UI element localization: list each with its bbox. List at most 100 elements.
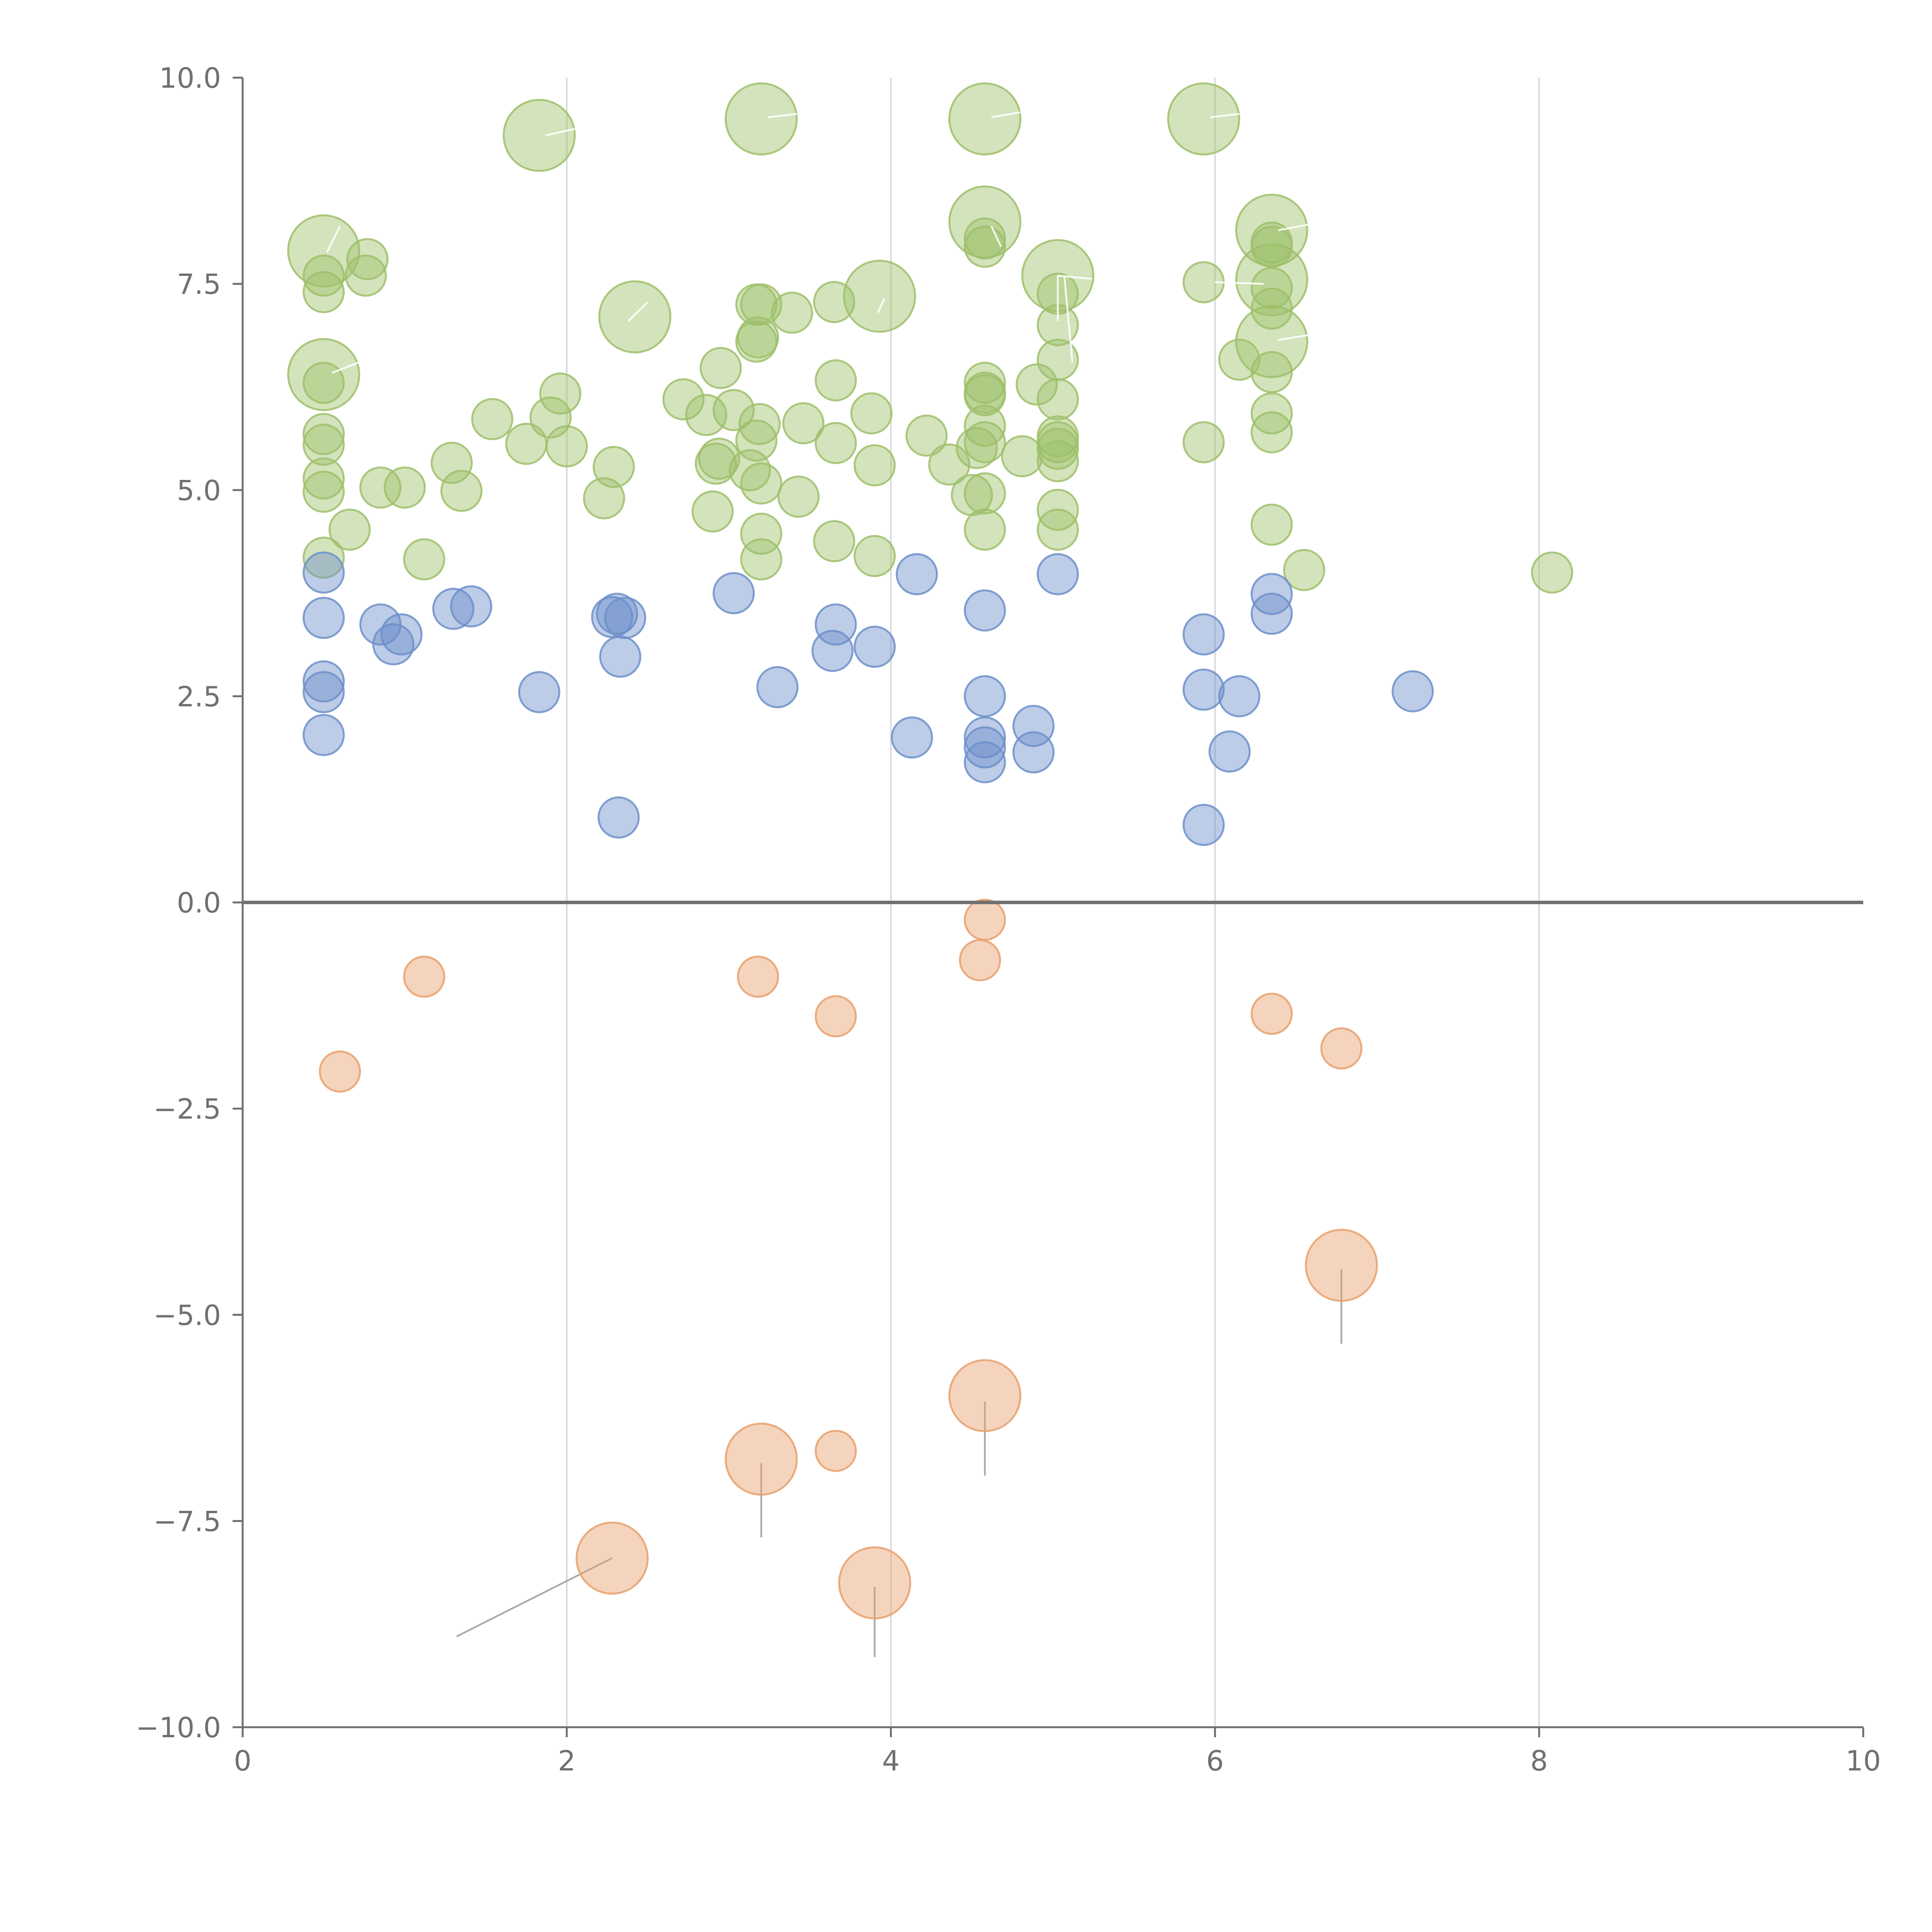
green-bubble-point[interactable] [471, 398, 514, 440]
green-bubble-point[interactable] [1037, 440, 1079, 483]
green-bubble-point[interactable] [430, 442, 473, 484]
blue-bubble-point[interactable] [964, 741, 1006, 784]
blue-bubble-point[interactable] [1182, 613, 1225, 656]
blue-bubble-point[interactable] [303, 551, 345, 594]
orange-bubble-point[interactable] [838, 1546, 912, 1619]
green-bubble-point[interactable] [1250, 221, 1293, 264]
green-bubble-point[interactable] [303, 423, 345, 466]
green-bubble-point[interactable] [854, 535, 896, 577]
green-bubble-point[interactable] [740, 538, 782, 581]
green-bubble-point[interactable] [303, 413, 345, 455]
blue-bubble-point[interactable] [896, 553, 938, 595]
green-bubble-point[interactable] [964, 472, 1006, 515]
green-bubble-point[interactable] [1015, 363, 1058, 406]
orange-bubble-point[interactable] [959, 939, 1001, 981]
blue-bubble-point[interactable] [1182, 804, 1225, 846]
green-bubble-point[interactable] [1283, 549, 1325, 591]
green-bubble-point[interactable] [740, 512, 782, 555]
green-bubble-point[interactable] [598, 280, 672, 354]
green-bubble-point[interactable] [328, 509, 371, 551]
green-bubble-point[interactable] [1531, 551, 1573, 594]
blue-bubble-point[interactable] [518, 671, 561, 713]
green-bubble-point[interactable] [737, 316, 779, 359]
green-bubble-point[interactable] [303, 471, 345, 513]
green-bubble-point[interactable] [287, 214, 361, 287]
green-bubble-point[interactable] [850, 392, 893, 435]
blue-bubble-point[interactable] [891, 716, 933, 759]
green-bubble-point[interactable] [1250, 503, 1293, 546]
green-bubble-point[interactable] [782, 402, 825, 444]
green-bubble-point[interactable] [592, 446, 635, 488]
blue-bubble-point[interactable] [303, 671, 345, 713]
green-bubble-point[interactable] [503, 99, 576, 172]
blue-bubble-point[interactable] [756, 666, 799, 708]
blue-bubble-point[interactable] [964, 716, 1006, 759]
blue-bubble-point[interactable] [597, 796, 640, 839]
green-bubble-point[interactable] [713, 389, 755, 431]
green-bubble-point[interactable] [345, 254, 387, 297]
orange-bubble-point[interactable] [1320, 1027, 1363, 1070]
green-bubble-point[interactable] [928, 443, 971, 486]
orange-bubble-point[interactable] [948, 1359, 1022, 1432]
blue-bubble-point[interactable] [1182, 668, 1225, 711]
green-bubble-point[interactable] [303, 536, 345, 579]
blue-bubble-point[interactable] [964, 675, 1006, 718]
blue-bubble-point[interactable] [1208, 730, 1251, 773]
green-bubble-point[interactable] [685, 394, 727, 436]
blue-bubble-point[interactable] [811, 629, 854, 672]
green-bubble-point[interactable] [346, 238, 389, 281]
green-bubble-point[interactable] [359, 466, 401, 509]
green-bubble-point[interactable] [740, 462, 782, 505]
orange-bubble-point[interactable] [1305, 1229, 1378, 1302]
green-bubble-point[interactable] [964, 217, 1006, 260]
green-bubble-point[interactable] [854, 444, 896, 486]
green-bubble-point[interactable] [303, 254, 345, 297]
green-bubble-point[interactable] [724, 82, 798, 156]
blue-bubble-point[interactable] [303, 597, 345, 639]
green-bubble-point[interactable] [1182, 421, 1225, 463]
blue-bubble-point[interactable] [1250, 592, 1293, 635]
blue-bubble-point[interactable] [713, 572, 755, 614]
green-bubble-point[interactable] [1218, 338, 1260, 381]
blue-bubble-point[interactable] [380, 613, 423, 656]
green-bubble-point[interactable] [539, 372, 582, 415]
green-bubble-point[interactable] [1250, 392, 1293, 435]
green-bubble-point[interactable] [1250, 411, 1293, 454]
green-bubble-point[interactable] [964, 421, 1006, 463]
green-bubble-point[interactable] [771, 291, 813, 334]
orange-bubble-point[interactable] [575, 1521, 649, 1595]
green-bubble-point[interactable] [777, 475, 820, 518]
blue-bubble-point[interactable] [854, 626, 896, 668]
green-bubble-point[interactable] [1250, 267, 1293, 309]
blue-bubble-point[interactable] [450, 585, 492, 628]
green-bubble-point[interactable] [691, 490, 734, 533]
green-bubble-point[interactable] [735, 419, 777, 462]
green-bubble-point[interactable] [815, 359, 857, 401]
green-bubble-point[interactable] [956, 427, 998, 469]
blue-bubble-point[interactable] [815, 603, 857, 646]
green-bubble-point[interactable] [948, 82, 1022, 156]
blue-bubble-point[interactable] [596, 592, 638, 635]
green-bubble-point[interactable] [662, 378, 705, 420]
green-bubble-point[interactable] [964, 509, 1006, 551]
green-bubble-point[interactable] [403, 538, 446, 581]
orange-bubble-point[interactable] [815, 1430, 857, 1472]
orange-bubble-point[interactable] [724, 1422, 798, 1496]
green-bubble-point[interactable] [964, 362, 1006, 404]
green-bubble-point[interactable] [738, 403, 781, 445]
green-bubble-point[interactable] [1037, 488, 1079, 531]
green-bubble-point[interactable] [813, 520, 855, 563]
orange-bubble-point[interactable] [1250, 993, 1293, 1035]
green-bubble-point[interactable] [383, 466, 426, 509]
green-bubble-point[interactable] [843, 260, 916, 333]
green-bubble-point[interactable] [440, 469, 483, 512]
green-bubble-point[interactable] [964, 405, 1006, 447]
green-bubble-point[interactable] [303, 362, 345, 404]
green-bubble-point[interactable] [583, 477, 625, 520]
green-bubble-point[interactable] [964, 371, 1006, 414]
blue-bubble-point[interactable] [432, 588, 474, 630]
green-bubble-point[interactable] [1250, 351, 1293, 393]
green-bubble-point[interactable] [813, 281, 855, 323]
green-bubble-point[interactable] [1037, 378, 1079, 420]
green-bubble-point[interactable] [948, 185, 1022, 259]
